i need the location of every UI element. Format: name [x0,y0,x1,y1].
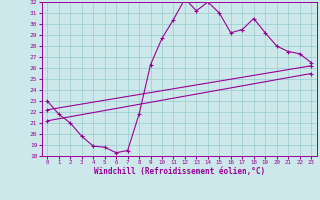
X-axis label: Windchill (Refroidissement éolien,°C): Windchill (Refroidissement éolien,°C) [94,167,265,176]
